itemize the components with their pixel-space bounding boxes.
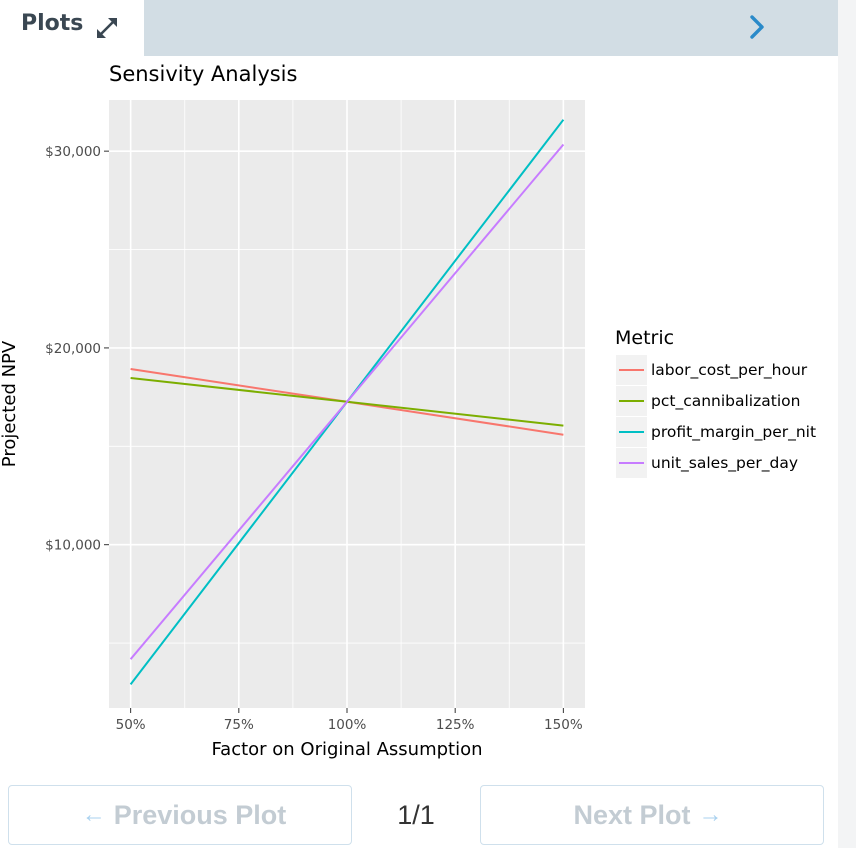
y-axis: $10,000 $20,000 $30,000 [45,144,109,554]
chart-title: Sensivity Analysis [109,62,297,86]
series-line-unit_sales_per_day [129,143,565,660]
grid-minor [109,100,585,708]
next-plot-label: Next Plot [573,799,691,830]
scrollbar-track[interactable] [838,0,856,848]
y-axis-label: Projected NPV [0,340,20,467]
x-tick-label-0: 50% [116,717,146,733]
plots-tab[interactable]: Plots [0,0,144,56]
x-tick-label-2: 100% [328,717,367,733]
previous-plot-label: Previous Plot [113,799,287,830]
series-lines [129,119,565,686]
chevron-right-icon[interactable] [744,13,770,41]
legend-title: Metric [615,327,674,349]
legend-label-1: pct_cannibalization [651,392,800,411]
legend-label-3: unit_sales_per_day [651,454,798,473]
y-tick-label-2: $30,000 [45,144,101,160]
arrow-left-icon: ← [81,801,106,828]
sensitivity-chart: Sensivity Analysis $10,000 $20,000 $30,000… [0,62,816,760]
x-tick-label-3: 125% [436,717,475,733]
arrow-right-icon: → [698,801,723,828]
x-tick-label-1: 75% [224,717,254,733]
x-tick-label-4: 150% [544,717,583,733]
x-axis: 50% 75% 100% 125% 150% [116,708,583,733]
plots-header: Plots [0,0,838,56]
previous-plot-button[interactable]: ← Previous Plot [8,785,352,845]
plots-title: Plots [21,11,84,36]
y-tick-label-1: $20,000 [45,341,101,357]
x-axis-label: Factor on Original Assumption [211,739,482,760]
page-indicator: 1/1 [397,799,435,830]
y-tick-label-0: $10,000 [45,538,101,554]
expand-icon[interactable] [94,15,120,41]
header-bar [144,0,838,56]
grid-major [109,100,585,708]
legend-label-0: labor_cost_per_hour [651,361,808,380]
legend: labor_cost_per_hour pct_cannibalizationpr… [616,355,816,478]
legend-label-2: profit_margin_per_nit [651,423,816,442]
next-plot-button[interactable]: Next Plot → [480,785,824,845]
